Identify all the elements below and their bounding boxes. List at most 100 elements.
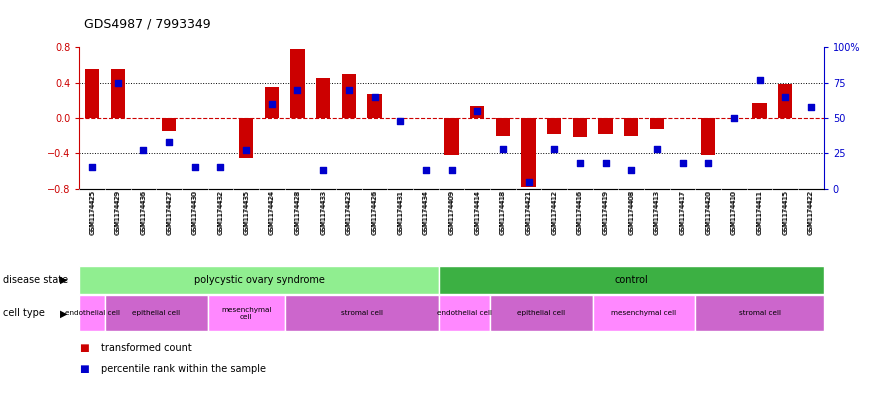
Text: percentile rank within the sample: percentile rank within the sample [101,364,266,375]
Bar [701,118,715,155]
Bar [85,69,100,118]
Text: GSM1174428: GSM1174428 [294,191,300,235]
Bar [650,118,664,129]
Text: GSM1174421: GSM1174421 [526,191,531,235]
Bar [522,118,536,187]
Point [393,118,407,124]
Point [470,108,485,114]
Text: GSM1174409: GSM1174409 [448,191,455,235]
Text: GSM1174418: GSM1174418 [500,191,506,235]
Point [624,167,638,173]
Text: GSM1174427: GSM1174427 [167,191,172,235]
Text: GSM1174435: GSM1174435 [243,191,249,235]
Bar [490,296,593,331]
Text: GSM1174429: GSM1174429 [115,191,121,235]
Text: GSM1174434: GSM1174434 [423,191,429,235]
Text: GSM1174425: GSM1174425 [89,191,95,235]
Point [803,103,818,110]
Text: GSM1174436: GSM1174436 [140,191,146,235]
Bar [367,94,381,118]
Bar [624,118,638,136]
Point [291,86,305,93]
Bar [105,296,208,331]
Bar [470,107,485,118]
Text: GSM1174423: GSM1174423 [346,191,352,235]
Text: GSM1174416: GSM1174416 [577,191,583,235]
Bar [291,49,305,118]
Text: polycystic ovary syndrome: polycystic ovary syndrome [194,275,324,285]
Text: GSM1174430: GSM1174430 [192,191,198,235]
Point [598,160,612,166]
Bar [79,266,439,294]
Bar [439,296,490,331]
Text: ▶: ▶ [60,275,68,285]
Bar [316,78,330,118]
Bar [444,118,459,155]
Point [701,160,715,166]
Text: ■: ■ [79,343,89,353]
Bar [778,84,792,118]
Bar [439,266,824,294]
Bar [162,118,176,131]
Text: GSM1174422: GSM1174422 [808,191,814,235]
Point [85,164,100,171]
Point [265,101,279,107]
Point [188,164,202,171]
Text: GSM1174410: GSM1174410 [731,191,737,235]
Point [418,167,433,173]
Point [522,178,536,185]
Text: control: control [614,275,648,285]
Bar [695,296,824,331]
Point [239,147,253,154]
Point [676,160,690,166]
Text: GSM1174413: GSM1174413 [654,191,660,235]
Text: GSM1174412: GSM1174412 [552,191,557,235]
Point [444,167,458,173]
Bar [111,69,125,118]
Bar [208,296,285,331]
Text: GSM1174414: GSM1174414 [474,191,480,235]
Text: epithelial cell: epithelial cell [517,310,566,316]
Text: GSM1174408: GSM1174408 [628,191,634,235]
Text: endothelial cell: endothelial cell [64,310,120,316]
Text: mesenchymal cell: mesenchymal cell [611,310,677,316]
Point [137,147,151,154]
Text: stromal cell: stromal cell [738,310,781,316]
Text: stromal cell: stromal cell [341,310,382,316]
Text: GSM1174426: GSM1174426 [372,191,377,235]
Text: ■: ■ [79,364,89,375]
Text: transformed count: transformed count [101,343,192,353]
Text: GSM1174420: GSM1174420 [705,191,711,235]
Text: ▶: ▶ [60,309,68,318]
Text: GSM1174415: GSM1174415 [782,191,788,235]
Point [162,139,176,145]
Text: cell type: cell type [3,309,45,318]
Point [778,94,792,100]
Point [496,146,510,152]
Point [650,146,664,152]
Bar [573,118,587,137]
Point [367,94,381,100]
Point [752,77,766,83]
Point [727,115,741,121]
Bar [496,118,510,136]
Text: GSM1174424: GSM1174424 [269,191,275,235]
Bar [598,118,612,134]
Text: endothelial cell: endothelial cell [437,310,492,316]
Text: GSM1174411: GSM1174411 [757,191,763,235]
Text: disease state: disease state [3,275,68,285]
Bar [265,87,279,118]
Point [342,86,356,93]
Text: GSM1174419: GSM1174419 [603,191,609,235]
Bar [79,296,105,331]
Text: GSM1174433: GSM1174433 [320,191,326,235]
Bar [239,118,253,158]
Point [573,160,587,166]
Point [547,146,561,152]
Text: GSM1174431: GSM1174431 [397,191,403,235]
Point [213,164,227,171]
Bar [285,296,439,331]
Point [111,79,125,86]
Bar [752,103,766,118]
Text: mesenchymal
cell: mesenchymal cell [221,307,271,320]
